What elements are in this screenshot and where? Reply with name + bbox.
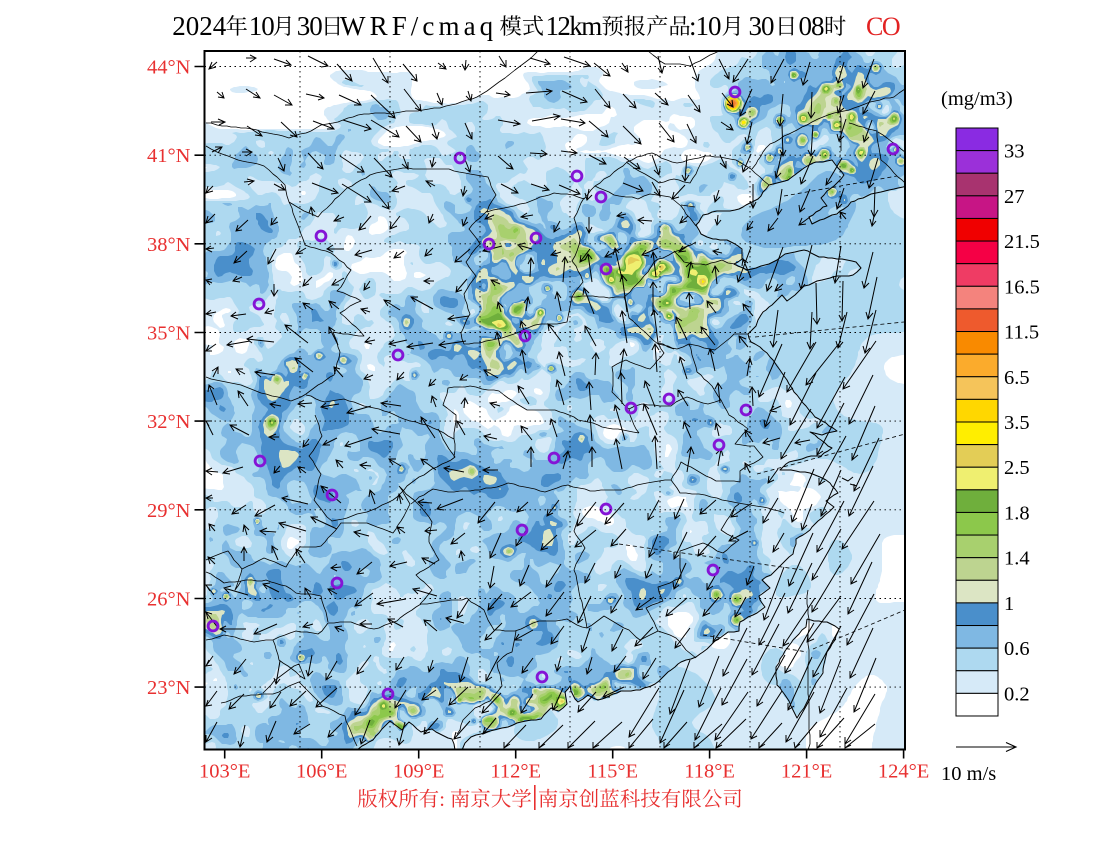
svg-text:44°N: 44°N: [147, 57, 191, 79]
svg-text:121°E: 121°E: [781, 761, 832, 783]
svg-text:118°E: 118°E: [684, 761, 735, 783]
svg-text:10: 10: [249, 11, 275, 41]
svg-text:109°E: 109°E: [393, 761, 444, 783]
svg-text:115°E: 115°E: [587, 761, 638, 783]
svg-text:6.5: 6.5: [1004, 367, 1030, 389]
svg-text:103°E: 103°E: [199, 761, 250, 783]
svg-text:23°N: 23°N: [147, 677, 191, 699]
svg-text:11.5: 11.5: [1004, 322, 1039, 344]
svg-text:(mg/m3): (mg/m3): [941, 88, 1013, 110]
svg-text:33: 33: [1004, 141, 1025, 163]
svg-text::: :: [689, 11, 697, 41]
svg-text:30: 30: [749, 11, 775, 41]
svg-text:2024: 2024: [172, 11, 227, 41]
svg-text:3.5: 3.5: [1004, 412, 1030, 434]
svg-text:12km: 12km: [546, 11, 603, 41]
svg-text:2.5: 2.5: [1004, 457, 1030, 479]
svg-text:CO: CO: [866, 12, 900, 41]
svg-text:0.6: 0.6: [1004, 638, 1030, 660]
svg-text:112°E: 112°E: [490, 761, 541, 783]
svg-text:0.2: 0.2: [1004, 683, 1030, 705]
svg-text:10: 10: [696, 11, 722, 41]
svg-text:124°E: 124°E: [878, 761, 929, 783]
svg-text:27: 27: [1004, 186, 1025, 208]
svg-text:WRF/cmaq: WRF/cmaq: [340, 11, 497, 41]
svg-text:1.8: 1.8: [1004, 503, 1030, 525]
svg-text:1.4: 1.4: [1004, 548, 1030, 570]
svg-text:21.5: 21.5: [1004, 231, 1040, 253]
svg-text::: :: [439, 789, 445, 811]
svg-text:41°N: 41°N: [147, 145, 191, 167]
svg-text:106°E: 106°E: [296, 761, 347, 783]
svg-text:10 m/s: 10 m/s: [941, 763, 996, 785]
svg-text:38°N: 38°N: [147, 234, 191, 256]
svg-text:35°N: 35°N: [147, 323, 191, 345]
svg-text:1: 1: [1004, 593, 1014, 615]
svg-text:30: 30: [297, 11, 323, 41]
svg-text:26°N: 26°N: [147, 589, 191, 611]
svg-text:08: 08: [799, 11, 825, 41]
svg-text:16.5: 16.5: [1004, 276, 1040, 298]
svg-text:32°N: 32°N: [147, 411, 191, 433]
svg-text:29°N: 29°N: [147, 500, 191, 522]
